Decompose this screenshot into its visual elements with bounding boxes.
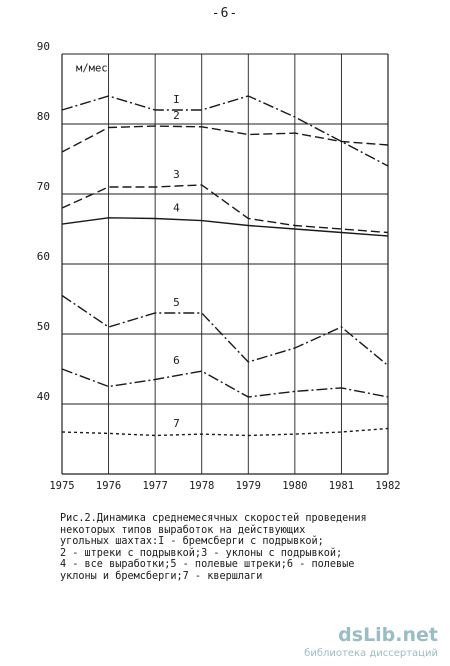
x-tick-label: 1981 bbox=[329, 480, 354, 492]
x-tick-label: 1978 bbox=[189, 480, 214, 492]
page-number: -6- bbox=[211, 6, 239, 21]
axes bbox=[61, 54, 389, 475]
y-tick-label: 80 bbox=[37, 110, 50, 123]
x-tick-label: 1976 bbox=[96, 480, 121, 492]
series-label-5: 5 bbox=[173, 296, 180, 309]
y-tick-label: 60 bbox=[37, 250, 50, 263]
series-label-4: 4 bbox=[173, 202, 180, 215]
grid-lines bbox=[62, 53, 388, 474]
figure-caption: Рис.2.Динамика среднемесячных скоростей … bbox=[60, 513, 367, 582]
watermark-subtitle: библиотека диссертаций bbox=[304, 648, 438, 659]
watermark: dsLib.net библиотека диссертаций bbox=[238, 624, 438, 660]
series-label-1: I bbox=[173, 93, 180, 106]
series-line-5 bbox=[61, 294, 389, 367]
watermark-logo: dsLib.net bbox=[338, 624, 438, 646]
y-tick-label: 40 bbox=[37, 390, 50, 403]
x-tick-label: 1975 bbox=[49, 480, 74, 492]
x-tick-label: 1977 bbox=[142, 480, 167, 492]
series-line-7 bbox=[61, 427, 389, 437]
series-label-6: 6 bbox=[173, 354, 180, 367]
series-label-2: 2 bbox=[173, 109, 180, 122]
x-tick-label: 1979 bbox=[236, 480, 261, 492]
x-tick-label: 1980 bbox=[282, 480, 307, 492]
series-line-4 bbox=[61, 217, 389, 237]
x-tick-label: 1982 bbox=[375, 480, 400, 492]
y-axis-label: м/мес bbox=[76, 63, 108, 75]
y-tick-label: 90 bbox=[37, 40, 50, 53]
series-lines bbox=[61, 95, 389, 437]
y-tick-label: 50 bbox=[37, 320, 50, 333]
series-label-3: 3 bbox=[173, 168, 180, 181]
series-line-2 bbox=[61, 125, 389, 153]
series-line-3 bbox=[61, 184, 389, 234]
labels: 40 50 60 70 80 90 1975 1976 1977 1978 1979 1980 1981… bbox=[37, 40, 401, 492]
series-line-1 bbox=[61, 95, 389, 167]
series-line-6 bbox=[61, 368, 389, 398]
series-label-7: 7 bbox=[173, 417, 180, 430]
y-tick-label: 70 bbox=[37, 180, 50, 193]
line-chart: 40 50 60 70 80 90 1975 1976 1977 1978 1979 1980 1981… bbox=[37, 40, 401, 492]
